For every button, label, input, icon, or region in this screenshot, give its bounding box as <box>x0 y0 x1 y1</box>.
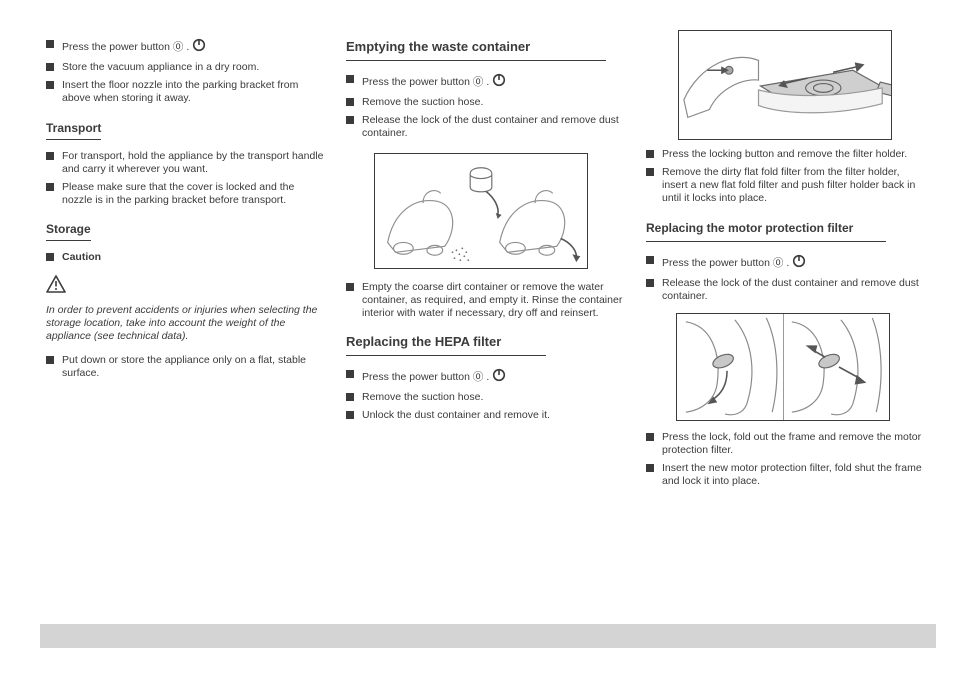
bullet-text: Store the vacuum appliance in a dry room… <box>62 61 326 74</box>
emptying-heading: Emptying the waste container <box>346 39 606 61</box>
transport-heading: Transport <box>46 121 101 140</box>
list-item: Press the power button ⓪ . <box>646 254 926 272</box>
bullet-text: Press the power button ⓪ . <box>362 368 626 386</box>
column-2: Emptying the waste container Press the p… <box>346 38 626 427</box>
list-item: Release the lock of the dust container a… <box>646 277 926 303</box>
list-item: Press the locking button and remove the … <box>646 148 926 161</box>
bullet-text: Press the lock, fold out the frame and r… <box>662 431 926 457</box>
bullet-icon <box>46 40 54 48</box>
bullet-text: Please make sure that the cover is locke… <box>62 181 326 207</box>
storage-list: Caution <box>46 251 326 264</box>
list-item: Store the vacuum appliance in a dry room… <box>46 61 326 74</box>
storage-heading: Storage <box>46 222 91 241</box>
list-item: Remove the dirty flat fold filter from t… <box>646 166 926 205</box>
list-item: Empty the coarse dirt container or remov… <box>346 281 626 320</box>
bullet-icon <box>346 370 354 378</box>
bullet-text: Press the locking button and remove the … <box>662 148 926 161</box>
bullet-icon <box>646 168 654 176</box>
page-root: Press the power button ⓪ . Store the vac… <box>0 0 954 674</box>
warning-icon <box>46 275 66 298</box>
emptying-list: Press the power button ⓪ . Remove the su… <box>346 73 626 141</box>
text: Press the power button ⓪ . <box>662 256 789 268</box>
bullet-text: Unlock the dust container and remove it. <box>362 409 626 422</box>
list-item: Press the power button ⓪ . <box>346 368 626 386</box>
bullet-icon <box>46 81 54 89</box>
bullet-text: Put down or store the appliance only on … <box>62 354 326 380</box>
motor-filter-list: Press the power button ⓪ . Release the l… <box>646 254 926 303</box>
bullet-icon <box>646 279 654 287</box>
list-item: Unlock the dust container and remove it. <box>346 409 626 422</box>
list-item: For transport, hold the appliance by the… <box>46 150 326 176</box>
list-item: Insert the new motor protection filter, … <box>646 462 926 488</box>
bullet-icon <box>346 283 354 291</box>
after-img2-list: Press the lock, fold out the frame and r… <box>646 431 926 489</box>
text: Press the power button ⓪ . <box>62 41 189 53</box>
bullet-text: Empty the coarse dirt container or remov… <box>362 281 626 320</box>
power-icon <box>492 73 506 91</box>
list-item: Remove the suction hose. <box>346 391 626 404</box>
bullet-text: Insert the floor nozzle into the parking… <box>62 79 326 105</box>
column-1: Press the power button ⓪ . Store the vac… <box>46 38 326 385</box>
illustration-emptying <box>374 153 588 269</box>
col1-top-list: Press the power button ⓪ . Store the vac… <box>46 38 326 106</box>
bullet-text: Remove the dirty flat fold filter from t… <box>662 166 926 205</box>
bullet-icon <box>646 433 654 441</box>
list-item: Release the lock of the dust container a… <box>346 114 626 140</box>
list-item: Insert the floor nozzle into the parking… <box>46 79 326 105</box>
bullet-text: For transport, hold the appliance by the… <box>62 150 326 176</box>
bullet-icon <box>346 411 354 419</box>
bullet-icon <box>46 253 54 261</box>
bullet-text: Remove the suction hose. <box>362 391 626 404</box>
bullet-icon <box>646 464 654 472</box>
list-item: Remove the suction hose. <box>346 96 626 109</box>
list-item: Caution <box>46 251 326 264</box>
list-item: Press the lock, fold out the frame and r… <box>646 431 926 457</box>
after-img1-list: Press the locking button and remove the … <box>646 148 926 206</box>
list-item: Put down or store the appliance only on … <box>46 354 326 380</box>
list-item: Please make sure that the cover is locke… <box>46 181 326 207</box>
bullet-text: Release the lock of the dust container a… <box>662 277 926 303</box>
hepa-heading: Replacing the HEPA filter <box>346 334 546 356</box>
bullet-icon <box>46 183 54 191</box>
bullet-icon <box>346 393 354 401</box>
column-3: Press the locking button and remove the … <box>646 30 926 493</box>
bullet-text: Insert the new motor protection filter, … <box>662 462 926 488</box>
list-item: Press the power button ⓪ . <box>46 38 326 56</box>
bullet-icon <box>346 75 354 83</box>
power-icon <box>792 254 806 272</box>
bullet-icon <box>46 63 54 71</box>
bullet-icon <box>646 256 654 264</box>
power-icon <box>192 38 206 56</box>
bullet-text: Caution <box>62 251 326 264</box>
caution-paragraph: In order to prevent accidents or injurie… <box>46 304 326 343</box>
bullet-text: Press the power button ⓪ . <box>662 254 926 272</box>
text: Press the power button ⓪ . <box>362 76 489 88</box>
bullet-icon <box>346 98 354 106</box>
illustration-motor-filter <box>676 313 890 421</box>
text: Press the power button ⓪ . <box>362 371 489 383</box>
bullet-icon <box>646 150 654 158</box>
transport-list: For transport, hold the appliance by the… <box>46 150 326 208</box>
motor-filter-heading: Replacing the motor protection filter <box>646 221 886 242</box>
hepa-list: Press the power button ⓪ . Remove the su… <box>346 368 626 422</box>
power-icon <box>492 368 506 386</box>
bullet-icon <box>46 152 54 160</box>
bullet-text: Press the power button ⓪ . <box>62 38 326 56</box>
bullet-text: Remove the suction hose. <box>362 96 626 109</box>
bullet-text: Press the power button ⓪ . <box>362 73 626 91</box>
footer-bar <box>40 624 936 648</box>
bullet-text: Release the lock of the dust container a… <box>362 114 626 140</box>
illustration-filter-holder <box>678 30 892 140</box>
list-item: Press the power button ⓪ . <box>346 73 626 91</box>
bullet-icon <box>346 116 354 124</box>
bullet-icon <box>46 356 54 364</box>
